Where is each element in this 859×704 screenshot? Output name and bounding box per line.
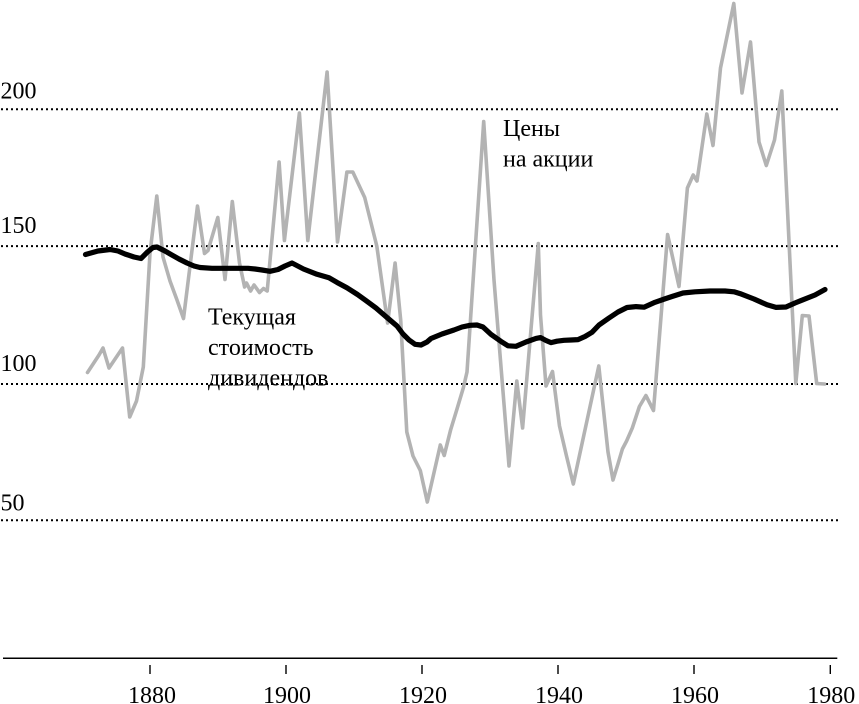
svg-text:150: 150 [1,213,37,239]
svg-text:дивидендов: дивидендов [208,366,328,392]
svg-text:1900: 1900 [263,683,311,704]
svg-text:1960: 1960 [671,683,719,704]
svg-text:стоимость: стоимость [208,335,314,361]
svg-text:1980: 1980 [807,683,855,704]
svg-text:1880: 1880 [128,683,176,704]
svg-text:100: 100 [1,351,37,377]
svg-text:50: 50 [1,491,25,517]
svg-text:Цены: Цены [503,116,560,142]
svg-text:1920: 1920 [399,683,447,704]
svg-text:200: 200 [1,79,37,105]
svg-text:1940: 1940 [535,683,583,704]
svg-text:Текущая: Текущая [208,305,296,331]
svg-text:на акции: на акции [503,146,593,172]
